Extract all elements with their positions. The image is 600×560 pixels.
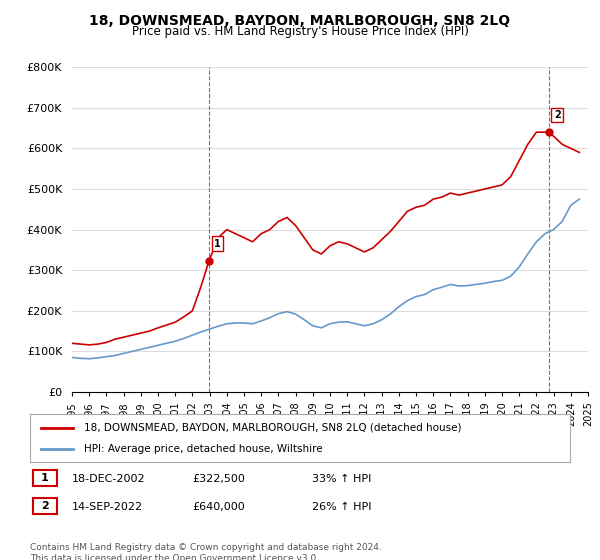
Text: £322,500: £322,500: [192, 474, 245, 484]
Text: 2: 2: [554, 110, 560, 120]
Text: Price paid vs. HM Land Registry's House Price Index (HPI): Price paid vs. HM Land Registry's House …: [131, 25, 469, 38]
Text: HPI: Average price, detached house, Wiltshire: HPI: Average price, detached house, Wilt…: [84, 444, 323, 454]
Text: Contains HM Land Registry data © Crown copyright and database right 2024.
This d: Contains HM Land Registry data © Crown c…: [30, 543, 382, 560]
Text: 33% ↑ HPI: 33% ↑ HPI: [312, 474, 371, 484]
Text: £640,000: £640,000: [192, 502, 245, 512]
Text: 1: 1: [41, 473, 49, 483]
Text: 18, DOWNSMEAD, BAYDON, MARLBOROUGH, SN8 2LQ (detached house): 18, DOWNSMEAD, BAYDON, MARLBOROUGH, SN8 …: [84, 423, 461, 433]
Text: 1: 1: [214, 239, 221, 249]
Text: 18-DEC-2002: 18-DEC-2002: [72, 474, 146, 484]
Text: 2: 2: [41, 501, 49, 511]
Text: 18, DOWNSMEAD, BAYDON, MARLBOROUGH, SN8 2LQ: 18, DOWNSMEAD, BAYDON, MARLBOROUGH, SN8 …: [89, 14, 511, 28]
Text: 14-SEP-2022: 14-SEP-2022: [72, 502, 143, 512]
Text: 26% ↑ HPI: 26% ↑ HPI: [312, 502, 371, 512]
